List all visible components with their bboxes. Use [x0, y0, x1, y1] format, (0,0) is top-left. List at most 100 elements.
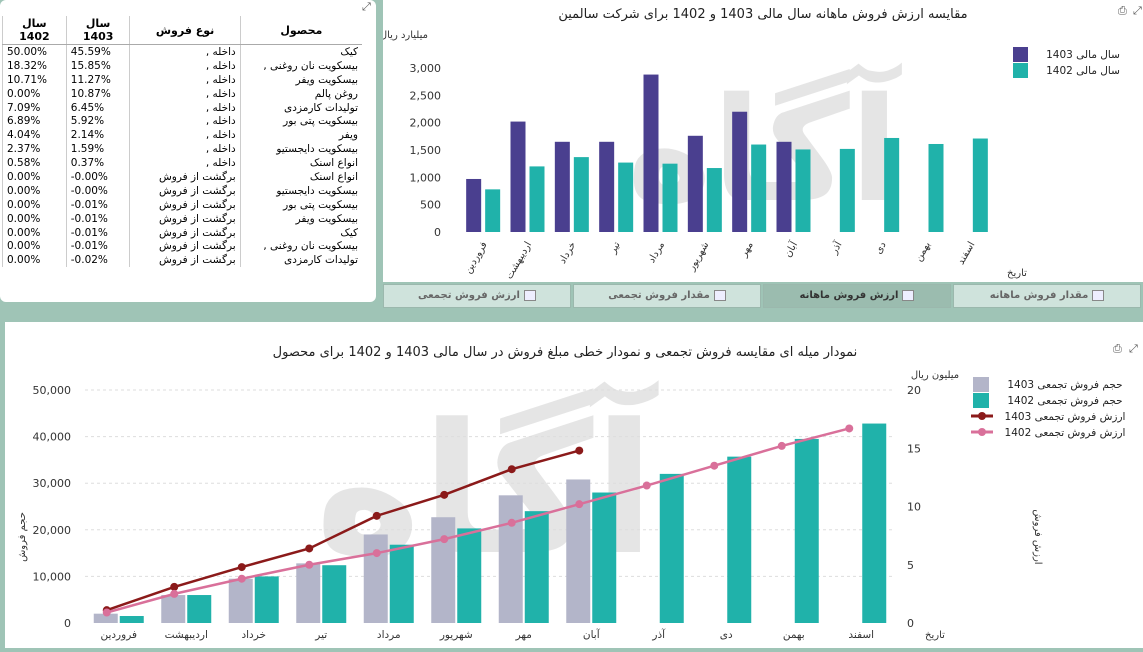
line-1402	[106, 427, 850, 614]
y-tick-label: 50,000	[33, 384, 72, 397]
bar-1402	[862, 423, 887, 623]
print-icon: ⎙	[1118, 4, 1127, 17]
y2-axis-label: ارزش فروش	[1032, 509, 1043, 564]
bar-1403	[643, 74, 659, 232]
cell-product: تولیدات کارمزدی	[239, 100, 362, 115]
col-sale-type[interactable]: نوع فروش	[129, 16, 241, 45]
x-tick-label: مهر	[738, 240, 756, 260]
col-1403[interactable]: سال 1403	[65, 16, 130, 45]
table-row[interactable]: بیسکویت ویفر برگشت از فروش -0.01% 0.00%	[2, 211, 362, 226]
bar-1402	[751, 144, 767, 232]
tab-cumulative-value[interactable]: ارزش فروش تجمعی	[383, 284, 571, 308]
cell-share-1402: 18.32%	[2, 58, 67, 73]
cell-sale-type: داخله ,	[129, 114, 241, 129]
expand-icon: ⤢	[1133, 4, 1142, 17]
table-row[interactable]: بیسکویت ویفر داخله , 11.27% 10.71%	[2, 72, 362, 87]
y2-tick-label: 0	[907, 617, 914, 630]
col-product[interactable]: محصول	[239, 16, 362, 45]
table-row[interactable]: تولیدات کارمزدی برگشت از فروش -0.02% 0.00%	[2, 253, 362, 268]
x-tick-label: آذر	[651, 628, 666, 641]
x-tick-label: اسفند	[956, 240, 978, 267]
cell-product: روغن پالم	[239, 86, 362, 101]
line-point	[575, 446, 584, 455]
y-tick-label: 1,500	[410, 144, 442, 157]
table-row[interactable]: روغن پالم داخله , 10.87% 0.00%	[2, 86, 362, 101]
legend-label: حجم فروش تجمعی 1403	[1007, 379, 1122, 391]
product-share-table: محصول نوع فروش سال 1403 سال 1402 کیک داخل…	[2, 16, 362, 268]
x-tick-label: دی	[720, 629, 733, 641]
legend-label: حجم فروش تجمعی 1402	[1007, 395, 1122, 407]
table-row[interactable]: بیسکویت نان روغنی , داخله , 15.85% 18.32%	[2, 58, 362, 73]
table-row[interactable]: انواع اسنک داخله , 0.37% 0.58%	[2, 156, 362, 171]
tab-monthly-value[interactable]: ارزش فروش ماهانه	[763, 284, 951, 308]
legend-swatch	[973, 393, 989, 408]
monthly-sales-value-chart-panel: آگاهمقایسه ارزش فروش ماهانه سال مالی 140…	[380, 0, 1143, 282]
cell-share-1403: -0.02%	[65, 253, 130, 268]
y-tick-label: 20,000	[33, 524, 72, 537]
cell-sale-type: داخله ,	[129, 100, 241, 115]
line-point	[102, 608, 111, 617]
legend-marker	[978, 412, 986, 420]
legend-swatch	[973, 377, 989, 392]
table-row[interactable]: انواع اسنک برگشت از فروش -0.00% 0.00%	[2, 170, 362, 184]
y-tick-label: 3,000	[410, 62, 442, 75]
bar-1403	[510, 121, 526, 232]
x-axis-label: تاریخ	[1007, 268, 1027, 279]
cell-share-1402: 2.37%	[2, 142, 67, 157]
x-tick-label: دی	[873, 240, 889, 256]
legend-label: ارزش فروش تجمعی 1403	[1005, 411, 1126, 423]
line-point	[575, 500, 584, 509]
bar-1403	[732, 111, 748, 232]
cell-share-1402: 0.00%	[2, 211, 67, 226]
y-tick-label: 10,000	[33, 570, 72, 583]
bar-1402	[529, 166, 545, 232]
line-point	[440, 490, 449, 499]
table-row[interactable]: تولیدات کارمزدی داخله , 6.45% 7.09%	[2, 100, 362, 115]
cell-sale-type: داخله ,	[129, 58, 241, 73]
table-row[interactable]: بیسکویت پتی بور برگشت از فروش -0.01% 0.00%	[2, 197, 362, 212]
cell-product: بیسکویت پتی بور	[239, 197, 362, 212]
expand-icon[interactable]: ⤢	[362, 0, 371, 13]
table-row[interactable]: ویفر داخله , 2.14% 4.04%	[2, 128, 362, 143]
cell-share-1403: -0.00%	[65, 170, 130, 184]
cell-product: ویفر	[239, 128, 362, 143]
table-row[interactable]: بیسکویت نان روغنی , برگشت از فروش -0.01% 0.…	[2, 239, 362, 254]
table-row[interactable]: بیسکویت دایجستیو برگشت از فروش -0.00% 0.00%	[2, 183, 362, 198]
x-tick-label: آبان	[781, 238, 801, 259]
expand-icon: ⤢	[1129, 342, 1138, 355]
bar-chart-icon	[902, 289, 915, 301]
bar-1403	[554, 141, 570, 232]
cell-sale-type: برگشت از فروش	[129, 225, 241, 240]
tab-monthly-volume[interactable]: مقدار فروش ماهانه	[953, 284, 1141, 308]
x-tick-label: آبان	[583, 628, 601, 641]
table-row[interactable]: کیک داخله , 45.59% 50.00%	[2, 44, 362, 59]
col-1402[interactable]: سال 1402	[2, 16, 67, 45]
x-tick-label: بهمن	[913, 240, 933, 264]
cell-share-1403: 11.27%	[65, 72, 130, 87]
y-axis-label: حجم فروش	[17, 512, 28, 562]
tab-cumulative-volume[interactable]: مقدار فروش تجمعی	[573, 284, 761, 308]
cell-product: بیسکویت ویفر	[239, 72, 362, 87]
bar-1403	[599, 141, 615, 232]
table-row[interactable]: کیک برگشت از فروش -0.01% 0.00%	[2, 225, 362, 240]
cell-share-1402: 0.00%	[2, 170, 67, 184]
cell-sale-type: برگشت از فروش	[129, 197, 241, 212]
x-tick-label: تیر	[607, 240, 623, 256]
tab-monthly-volume-label: مقدار فروش ماهانه	[989, 290, 1089, 301]
monthly-sales-value-chart: آگاهمقایسه ارزش فروش ماهانه سال مالی 140…	[380, 4, 1142, 281]
cell-share-1402: 7.09%	[2, 100, 67, 115]
table-row[interactable]: بیسکویت پتی بور داخله , 5.92% 6.89%	[2, 114, 362, 129]
cell-share-1403: -0.00%	[65, 183, 130, 198]
line-point	[372, 511, 381, 520]
line-point	[507, 465, 516, 474]
line-point	[305, 544, 314, 553]
chart-title: مقایسه ارزش فروش ماهانه سال مالی 1403 و …	[558, 7, 967, 22]
line-point	[237, 563, 246, 572]
line-chart-icon	[713, 289, 726, 301]
bar-1402	[592, 492, 617, 623]
bar-1402	[119, 616, 144, 623]
line-1403	[106, 449, 580, 612]
table-row[interactable]: بیسکویت دایجستیو داخله , 1.59% 2.37%	[2, 142, 362, 157]
cell-share-1402: 50.00%	[2, 44, 67, 59]
